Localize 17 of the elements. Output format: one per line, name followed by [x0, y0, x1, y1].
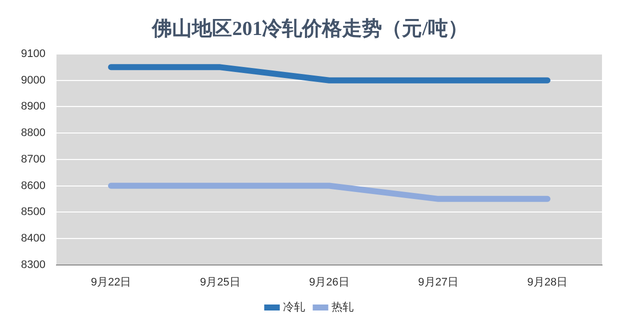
y-tick-label: 9000 [20, 74, 46, 86]
y-tick-label: 8700 [20, 153, 46, 166]
y-tick-label: 8800 [20, 127, 46, 140]
legend-label: 热轧 [332, 302, 354, 314]
x-tick-label: 9月28日 [527, 276, 568, 288]
y-tick-label: 9100 [20, 48, 46, 60]
x-tick-label: 9月25日 [200, 276, 240, 288]
y-tick-label: 8400 [20, 232, 46, 244]
y-tick-label: 8500 [20, 206, 46, 218]
x-tick-label: 9月26日 [309, 276, 350, 288]
legend-label: 冷轧 [283, 302, 305, 314]
y-tick-label: 8300 [20, 258, 46, 271]
chart-title: 佛山地区201冷轧价格走势（元/吨） [151, 18, 468, 40]
y-tick-label: 8900 [20, 100, 46, 113]
y-tick-label: 8600 [20, 180, 46, 192]
x-tick-label: 9月22日 [90, 276, 132, 288]
x-tick-label: 9月27日 [418, 276, 459, 288]
